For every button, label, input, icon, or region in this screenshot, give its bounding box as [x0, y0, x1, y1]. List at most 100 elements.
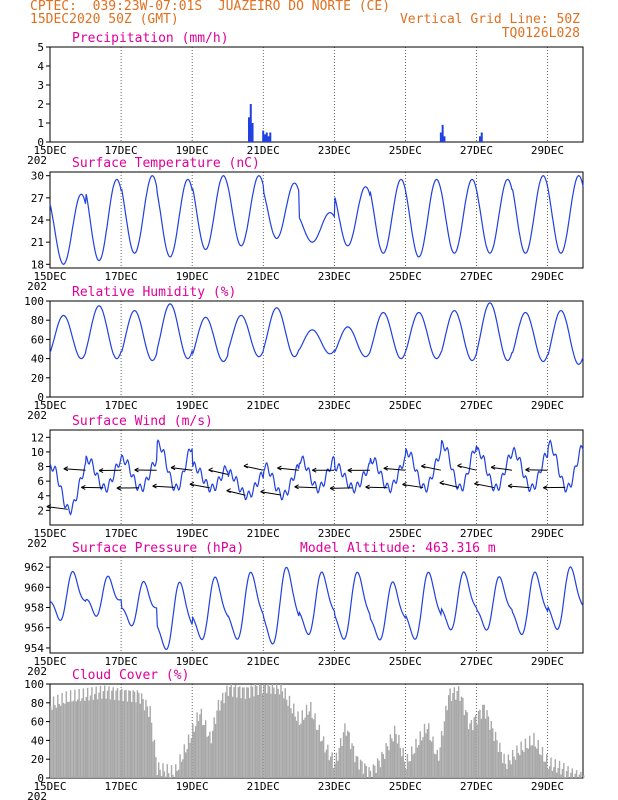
- x-tick-label: 27DEC: [460, 270, 493, 283]
- cloud-bar: [185, 752, 187, 778]
- cloud-bar: [69, 690, 72, 778]
- x-tick-label: 17DEC: [105, 399, 138, 412]
- cloud-bar: [389, 734, 392, 778]
- cloud-bar: [555, 772, 558, 778]
- wind-arrow-head: [152, 483, 157, 489]
- x-tick-label: 19DEC: [176, 780, 209, 793]
- cloud-bar: [172, 774, 174, 778]
- cloud-bar: [104, 685, 106, 778]
- cloud-bar: [527, 748, 529, 778]
- cloud-bar: [298, 724, 301, 778]
- cloud-bar: [355, 755, 357, 778]
- cloud-bar: [571, 768, 574, 778]
- x-tick-label: 19DEC: [176, 655, 209, 668]
- cloud-bar: [388, 750, 390, 778]
- cloud-bar: [65, 691, 68, 778]
- cloud-bar: [425, 733, 427, 778]
- precip-bar: [251, 123, 254, 142]
- precip-bar: [439, 132, 442, 142]
- cloud-bar: [224, 692, 227, 778]
- cloud-bar: [379, 767, 382, 778]
- cloud-bar: [111, 690, 113, 778]
- cloud-bar: [294, 716, 296, 778]
- cloud-bar: [344, 723, 346, 778]
- wind-arrow: [260, 491, 282, 496]
- cloud-bar: [116, 688, 119, 778]
- cloud-bar: [567, 766, 569, 778]
- cloud-bar: [436, 749, 439, 778]
- cloud-bar: [85, 696, 87, 778]
- cloud-bar: [335, 752, 338, 778]
- cloud-bar: [229, 686, 231, 778]
- x-tick-label: 27DEC: [460, 144, 493, 157]
- cloud-bar: [523, 751, 525, 778]
- cloud-bar: [214, 723, 217, 778]
- wind-arrow-head: [365, 484, 370, 490]
- cloud-bar: [213, 717, 215, 778]
- wind-arrow: [208, 469, 228, 475]
- cloud-bar: [533, 732, 535, 778]
- cloud-bar: [506, 768, 508, 778]
- wind-arrow-head: [421, 463, 426, 469]
- wind-arrow-head: [243, 463, 249, 469]
- cloud-bar: [563, 763, 565, 778]
- x-tick-label: 19DEC: [176, 399, 209, 412]
- cloud-bar: [352, 745, 355, 778]
- cloud-bar: [50, 706, 52, 778]
- cloud-bar: [251, 686, 254, 778]
- y-tick-label: 40: [31, 734, 44, 747]
- cloud-bar: [557, 767, 559, 778]
- cloud-bar: [241, 687, 244, 778]
- y-tick-label: 956: [24, 622, 44, 635]
- wind-arrow-head: [277, 465, 282, 471]
- cloud-bar: [121, 688, 123, 778]
- cloud-bar: [465, 709, 467, 778]
- cloud-bar: [240, 698, 242, 778]
- cloud-bar: [221, 692, 224, 778]
- cloud-bar: [302, 719, 305, 778]
- cloud-bar: [403, 761, 406, 778]
- cloud-bar: [550, 757, 552, 778]
- x-tick-label: 29DEC: [531, 780, 564, 793]
- cloud-bar: [158, 762, 160, 778]
- cloud-bar: [288, 695, 291, 778]
- cloud-bar: [91, 687, 93, 778]
- cloud-bar: [311, 717, 313, 778]
- x-tick-label: 17DEC: [105, 655, 138, 668]
- header-date: 15DEC2020 50Z (GMT): [30, 12, 179, 27]
- cloud-bar: [419, 731, 421, 778]
- cloud-bar: [256, 685, 258, 778]
- y-tick-label: 1: [37, 117, 44, 130]
- cloud-bar: [516, 745, 518, 778]
- cloud-bar: [521, 750, 524, 778]
- cloud-bar: [428, 723, 430, 778]
- cloud-bar: [89, 695, 92, 778]
- y-tick-label: 24: [31, 214, 45, 227]
- panel-title: Surface Wind (m/s): [72, 414, 213, 429]
- cloud-bar: [322, 736, 325, 778]
- cloud-bar: [405, 769, 407, 778]
- cloud-bar: [291, 713, 294, 778]
- cloud-bar: [583, 775, 585, 778]
- series-line: [49, 439, 584, 516]
- cloud-bar: [136, 690, 139, 778]
- cloud-bar: [331, 752, 333, 778]
- cloud-bar: [452, 693, 454, 778]
- x-tick-label: 21DEC: [247, 144, 280, 157]
- cloud-bar: [237, 687, 240, 778]
- cloud-bar: [325, 749, 328, 778]
- cloud-bar: [310, 701, 312, 778]
- cloud-bar: [362, 773, 365, 778]
- cloud-bar: [420, 740, 423, 778]
- cloud-bar: [152, 741, 154, 778]
- cloud-bar: [509, 760, 511, 778]
- cloud-bar: [160, 775, 163, 778]
- cloud-bar: [494, 731, 497, 778]
- x-tick-label: 17DEC: [105, 780, 138, 793]
- series-line: [49, 566, 584, 651]
- cloud-bar: [386, 746, 389, 778]
- wind-arrow: [171, 467, 193, 471]
- cloud-bar: [74, 689, 76, 778]
- cloud-bar: [334, 763, 336, 778]
- cloud-bar: [148, 716, 150, 778]
